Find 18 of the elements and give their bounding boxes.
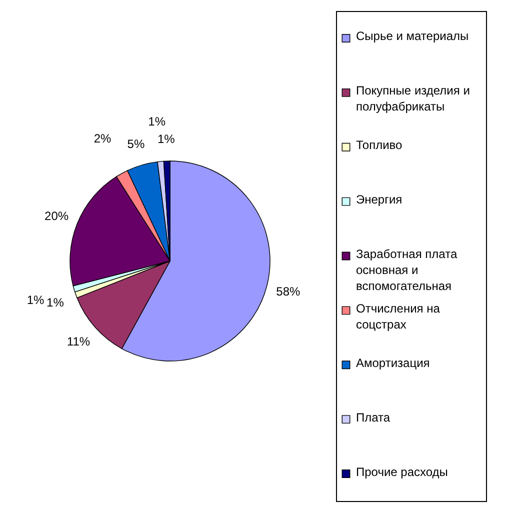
data-label: 1% [157, 132, 176, 146]
legend-label: Заработная плата основная и вспомогательная [356, 247, 458, 293]
legend-label: Отчисления на соцстрах [356, 301, 440, 332]
data-label: 2% [94, 131, 112, 146]
data-label: 1% [148, 114, 166, 129]
legend-label: Энергия [356, 192, 402, 207]
legend-label: Сырье и материалы [356, 29, 469, 44]
legend-label: Топливо [356, 138, 403, 152]
legend-label: Амортизация [356, 356, 430, 370]
data-label: 11% [66, 334, 90, 349]
data-label: 20% [44, 209, 69, 224]
data-label: 5% [127, 136, 145, 151]
data-label: 1% [46, 295, 64, 310]
data-label: 58% [276, 284, 300, 298]
legend-label: Покупные изделия и полуфабрикаты [356, 84, 470, 114]
legend-label: Прочие расходы [356, 464, 448, 479]
data-label: 1% [26, 293, 45, 308]
legend-label: Плата [356, 410, 390, 424]
